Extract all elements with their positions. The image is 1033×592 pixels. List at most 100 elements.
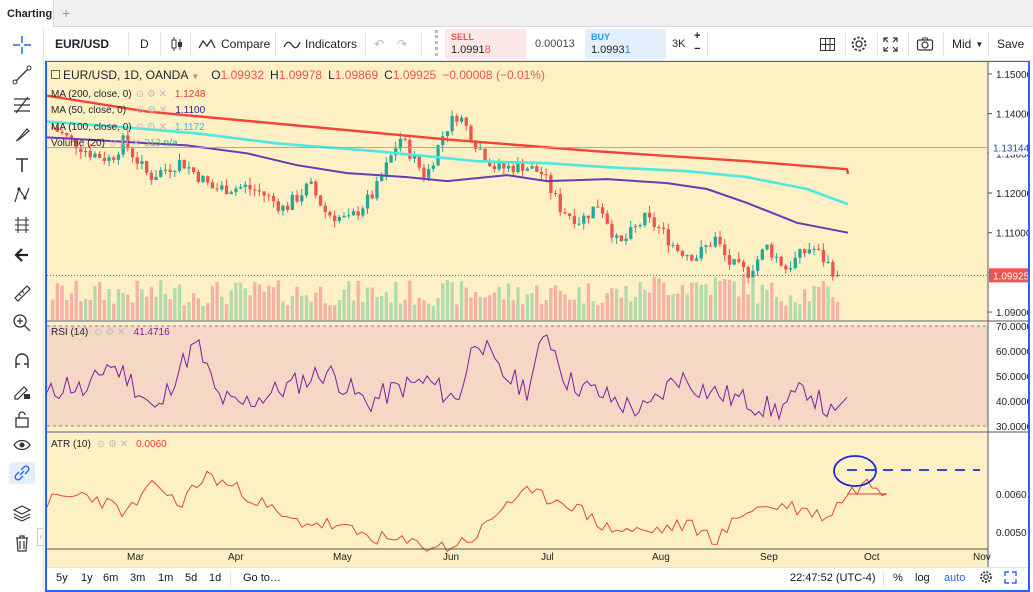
fullscreen-icon[interactable]	[882, 28, 899, 60]
add-tab-button[interactable]: +	[62, 5, 71, 21]
volume-bar	[145, 296, 149, 320]
link-icon[interactable]	[9, 462, 35, 484]
text-tool-icon[interactable]	[9, 154, 35, 176]
price-pane[interactable]	[47, 62, 988, 320]
volume-bar	[713, 277, 717, 320]
indicators-label: Indicators	[305, 37, 358, 51]
auto-scale-button[interactable]: auto	[944, 572, 966, 584]
clock-time: 22:47:52 (UTC-4)	[790, 572, 876, 584]
fib-tool-icon[interactable]	[9, 94, 35, 116]
rsi-value: 41.4716	[133, 327, 170, 338]
brush-icon[interactable]	[9, 124, 35, 146]
legend-controls-icon[interactable]: ⊙ ⚙ ✕	[136, 105, 168, 116]
chart-type-candles-icon[interactable]	[169, 28, 185, 60]
volume-bar	[417, 297, 421, 320]
arrow-left-icon[interactable]	[9, 244, 35, 266]
candle-body	[492, 166, 497, 170]
maximize-chart-icon[interactable]	[1004, 571, 1017, 587]
log-scale-button[interactable]: log	[915, 572, 930, 584]
collapse-toolbar-button[interactable]: ‹	[37, 528, 44, 546]
range-3m-button[interactable]: 3m	[130, 572, 146, 584]
trend-line-icon[interactable]	[9, 64, 35, 86]
candle-body	[121, 135, 125, 155]
indicators-icon	[283, 41, 301, 49]
volume-bar	[723, 279, 727, 320]
buy-button[interactable]: BUY 1.09931	[585, 29, 666, 59]
candle-body	[474, 141, 478, 149]
indicators-button[interactable]: Indicators	[283, 28, 357, 60]
layers-icon[interactable]	[9, 502, 35, 524]
candle-body	[624, 238, 628, 241]
ruler-icon[interactable]	[9, 282, 35, 304]
price-type-dropdown[interactable]: Mid ▼	[952, 28, 983, 60]
compare-button[interactable]: Compare	[197, 28, 270, 60]
candle-body	[408, 139, 412, 159]
undo-icon[interactable]: ↶	[374, 37, 385, 51]
range-1d-button[interactable]: 1d	[209, 572, 222, 584]
interval-button[interactable]: D	[140, 37, 149, 51]
eye-icon[interactable]	[9, 434, 35, 456]
range-5d-button[interactable]: 5d	[185, 572, 198, 584]
time-scale-label: Nov	[973, 552, 991, 563]
crosshair-icon[interactable]	[9, 34, 35, 56]
volume-bar	[690, 282, 694, 320]
volume-bar	[206, 303, 210, 320]
redo-icon[interactable]: ↷	[397, 37, 408, 51]
legend-controls-icon[interactable]: ⊙ ⚙ ✕	[135, 122, 167, 133]
snapshot-camera-icon[interactable]	[916, 28, 934, 60]
drawn-ellipse[interactable]	[833, 455, 877, 487]
candle-body	[93, 153, 97, 158]
rsi-scale-label: 40.0000	[996, 397, 1028, 408]
range-1m-button[interactable]: 1m	[158, 572, 174, 584]
volume-bar	[483, 297, 487, 320]
chart-canvas[interactable]: 1.150001.140001.130001.120001.110001.100…	[47, 62, 1028, 567]
candle-body	[267, 195, 271, 197]
layout-grid-icon[interactable]	[819, 28, 836, 60]
magnet-icon[interactable]	[9, 350, 35, 372]
legend-controls-icon[interactable]: ⊙ ⚙ ✕	[135, 89, 167, 100]
volume-bar	[168, 299, 172, 320]
qty-decrease-button[interactable]: −	[694, 43, 701, 55]
percent-scale-button[interactable]: %	[893, 572, 903, 584]
last-price-tag-text: 1.09925	[993, 271, 1028, 282]
legend-dropdown-icon[interactable]: ▼	[191, 72, 200, 81]
legend-controls-icon[interactable]: ⊙ ⚙ ✕	[94, 327, 126, 338]
tab-charting[interactable]: Charting	[0, 0, 54, 27]
price-scale-label: 1.09000	[996, 308, 1028, 319]
sell-button[interactable]: SELL 1.09918	[445, 29, 526, 59]
zoom-in-icon[interactable]	[9, 312, 35, 334]
save-button[interactable]: Save	[997, 37, 1025, 51]
prediction-tool-icon[interactable]	[9, 214, 35, 236]
lock-drawing-icon[interactable]	[9, 380, 35, 402]
volume-bar	[492, 292, 497, 320]
qty-increase-button[interactable]: +	[694, 30, 701, 42]
candle-body	[549, 175, 553, 194]
trash-icon[interactable]	[9, 532, 35, 554]
quantity-field[interactable]: 3K	[672, 38, 686, 50]
symbol-search[interactable]: EUR/USD	[55, 37, 110, 51]
range-1y-button[interactable]: 1y	[81, 572, 93, 584]
trading-panel-handle[interactable]	[435, 30, 443, 56]
candle-body	[596, 206, 600, 208]
range-6m-button[interactable]: 6m	[103, 572, 119, 584]
volume-legend: Volume (20) ⊙ ⚙ ✕ 313 n/a	[51, 138, 178, 149]
volume-bar	[817, 286, 821, 320]
goto-date-button[interactable]: Go to…	[243, 572, 281, 584]
volume-bar	[370, 287, 374, 320]
chart-container[interactable]: 1.150001.140001.130001.120001.110001.100…	[45, 61, 1030, 592]
legend-controls-icon[interactable]: ⊙ ⚙ ✕	[108, 138, 141, 149]
volume-bar	[793, 302, 797, 320]
pattern-tool-icon[interactable]	[9, 184, 35, 206]
range-5y-button[interactable]: 5y	[56, 572, 68, 584]
candle-body	[643, 212, 647, 226]
settings-gear-icon[interactable]	[850, 28, 868, 60]
atr-pane[interactable]	[47, 433, 988, 567]
candle-body	[694, 258, 699, 261]
legend-open-value: 1.09932	[220, 68, 265, 82]
volume-bar	[375, 297, 379, 320]
candle-body	[535, 166, 539, 172]
chart-settings-gear-icon[interactable]	[979, 570, 993, 587]
legend-controls-icon[interactable]: ⊙ ⚙ ✕	[96, 439, 129, 450]
unlock-icon[interactable]	[9, 408, 35, 430]
volume-bar	[196, 298, 200, 320]
